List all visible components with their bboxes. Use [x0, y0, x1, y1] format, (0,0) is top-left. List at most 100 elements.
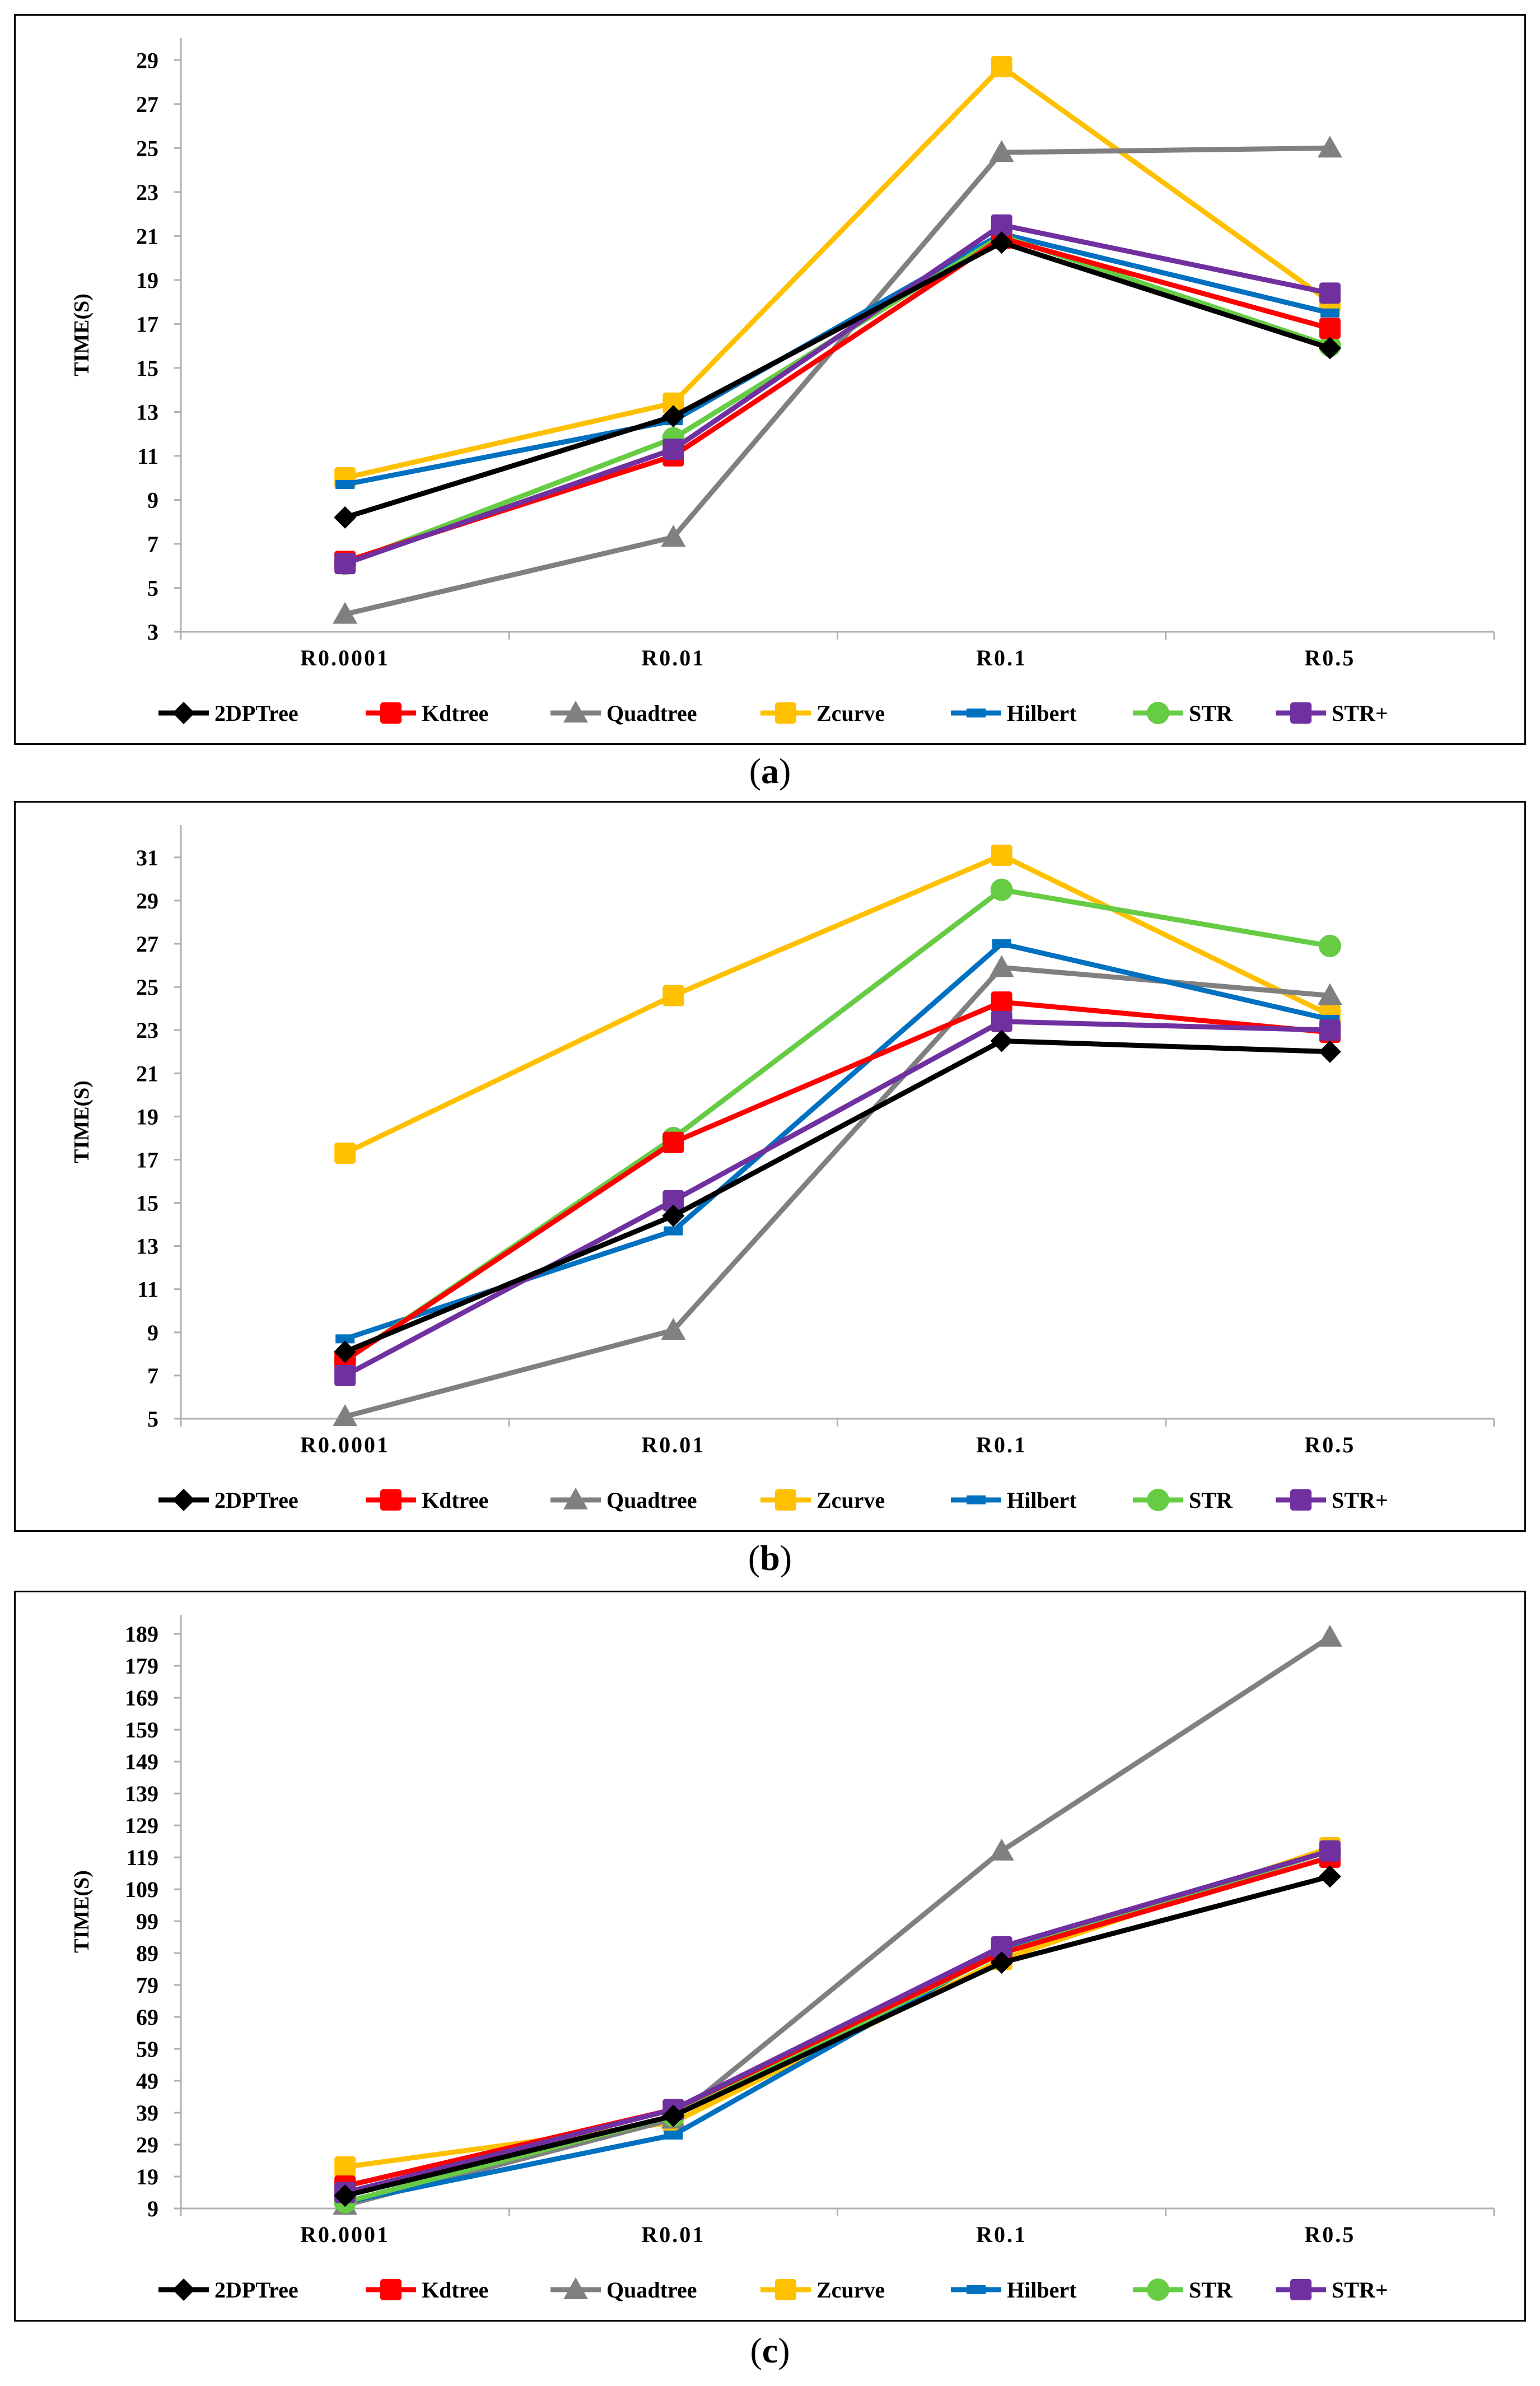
legend-label-quadtree: Quadtree: [606, 701, 697, 726]
y-tick-label: 23: [136, 1018, 158, 1043]
point-str-r0-5: [1318, 934, 1341, 957]
legend-label-2dptree: 2DPTree: [214, 701, 298, 726]
legend-marker-2dptree: [172, 2278, 195, 2301]
point-quadtree-r0-01: [661, 1317, 686, 1340]
series-hilbert: [335, 229, 1340, 489]
legend-marker-kdtree: [380, 2279, 402, 2300]
y-tick-label: 189: [125, 1621, 158, 1647]
legend-label-kdtree: Kdtree: [422, 701, 488, 726]
series-line-str: [344, 1848, 1331, 2205]
series-line-zcurve: [344, 852, 1331, 1155]
series-zcurve: [334, 56, 1341, 489]
y-tick-label: 29: [136, 2132, 158, 2157]
y-tick-label: 169: [125, 1685, 158, 1711]
line-chart-b: 5 7 9 11 13 15 17 19 21 23 25 27 29 31 R0.0001 R0.01 R0.…: [70, 825, 1495, 1513]
point-hilbert-r0-0001: [335, 1334, 355, 1344]
caption-a: (a): [749, 751, 791, 791]
y-tick-label: 3: [147, 619, 158, 645]
x-tick-label-r0-0001: R0.0001: [300, 645, 390, 670]
point-quadtree-r0-5: [1317, 983, 1342, 1005]
point-str-plus-r0-01: [662, 439, 684, 460]
legend-label-kdtree: Kdtree: [422, 1488, 488, 1513]
point-2dptree-r0-0001: [334, 1340, 357, 1363]
point-2dptree-r0-0001: [334, 506, 357, 529]
legend-label-zcurve: Zcurve: [816, 2277, 885, 2303]
y-tick-label: 5: [147, 1406, 158, 1432]
legend-label-str: STR: [1189, 1488, 1233, 1513]
y-tick-label: 149: [125, 1749, 158, 1774]
legend: 2DPTree Kdtree Quadtree Zcurve Hilbert STR STR…: [158, 2277, 1388, 2303]
point-kdtree-r0-5: [1319, 318, 1341, 339]
legend-marker-str-plus: [1290, 1489, 1312, 1511]
point-2dptree-r0-5: [1318, 1040, 1341, 1063]
legend-marker-str-plus: [1290, 702, 1312, 724]
y-tick-label: 29: [136, 48, 158, 73]
y-tick-label: 27: [136, 931, 158, 957]
y-tick-label: 13: [136, 1234, 158, 1259]
y-tick-label: 5: [147, 575, 158, 600]
y-tick-label: 129: [125, 1813, 158, 1838]
y-tick-label: 139: [125, 1781, 158, 1806]
point-2dptree-r0-01: [662, 405, 685, 428]
point-2dptree-r0-1: [990, 231, 1013, 254]
legend-label-str: STR: [1189, 2277, 1233, 2303]
chart-panel-a: 3 5 7 9 11 13 15 17 19 21 23 25 27 29 R0.0001 R0.01 R0.1…: [14, 14, 1526, 745]
series-line-str-plus: [344, 1019, 1330, 1378]
line-chart-c: 9 19 29 39 49 59 69 79 89 99 109 119 129 139 149 159 169…: [70, 1615, 1495, 2303]
point-hilbert-r0-1: [992, 939, 1011, 948]
series-line-quadtree: [344, 145, 1330, 617]
y-tick-label: 69: [136, 2005, 158, 2030]
y-tick-label: 25: [136, 136, 158, 161]
legend-marker-hilbert: [967, 2285, 986, 2294]
legend-label-hilbert: Hilbert: [1007, 701, 1077, 726]
caption-c: (c): [750, 2331, 790, 2370]
x-tick-label-r0-01: R0.01: [641, 645, 705, 670]
legend-marker-quadtree: [563, 2277, 588, 2299]
point-str-r0-1: [990, 878, 1013, 901]
point-zcurve-r0-0001: [334, 1142, 356, 1164]
legend-label-str: STR: [1189, 701, 1233, 726]
series-str-plus: [334, 1010, 1341, 1386]
x-tick-label-r0-5: R0.5: [1304, 2222, 1355, 2247]
legend-marker-quadtree: [563, 1488, 588, 1509]
series-line-kdtree: [344, 1854, 1331, 2189]
series-hilbert: [335, 939, 1340, 1344]
y-tick-label: 21: [136, 1061, 158, 1086]
point-2dptree-r0-1: [990, 1029, 1013, 1052]
series-line-2dptree: [344, 240, 1331, 520]
point-kdtree-r0-01: [662, 1131, 684, 1153]
point-quadtree-r0-0001: [333, 1404, 358, 1427]
point-hilbert-r0-5: [1320, 308, 1340, 318]
x-tick-label-r0-5: R0.5: [1304, 1432, 1355, 1457]
series-line-2dptree: [344, 1874, 1331, 2198]
y-tick-label: 17: [136, 311, 158, 337]
point-str-plus-r0-0001: [334, 1364, 356, 1386]
point-2dptree-r0-1: [990, 1951, 1013, 1974]
series-quadtree: [333, 136, 1342, 624]
legend-marker-quadtree: [563, 701, 588, 723]
y-axis-label: TIME(S): [70, 293, 94, 376]
legend-marker-hilbert: [967, 709, 986, 717]
legend-marker-2dptree: [172, 1489, 195, 1511]
y-tick-label: 11: [137, 444, 158, 469]
series-line-hilbert: [344, 941, 1331, 1341]
legend-label-quadtree: Quadtree: [606, 1488, 697, 1513]
series-2dptree: [334, 231, 1341, 529]
y-tick-label: 17: [136, 1147, 158, 1172]
point-str-plus-r0-1: [991, 1010, 1012, 1032]
x-tick-label-r0-1: R0.1: [976, 1432, 1027, 1457]
y-tick-label: 13: [136, 399, 158, 425]
legend-label-zcurve: Zcurve: [816, 701, 885, 726]
x-tick-label-r0-01: R0.01: [641, 1432, 705, 1457]
chart-panel-b: 5 7 9 11 13 15 17 19 21 23 25 27 29 31 R0.0001 R0.01 R0.…: [14, 801, 1526, 1532]
point-quadtree-r0-5: [1317, 1624, 1342, 1647]
point-zcurve-r0-0001: [334, 2156, 356, 2178]
x-tick-label-r0-1: R0.1: [976, 645, 1027, 670]
point-2dptree-r0-5: [1318, 337, 1341, 360]
y-tick-label: 29: [136, 888, 158, 914]
legend-marker-zcurve: [775, 2279, 796, 2300]
series-zcurve: [334, 844, 1341, 1164]
y-tick-label: 25: [136, 975, 158, 1000]
legend-marker-hilbert: [967, 1495, 986, 1504]
series-line-str-plus: [344, 1848, 1331, 2195]
